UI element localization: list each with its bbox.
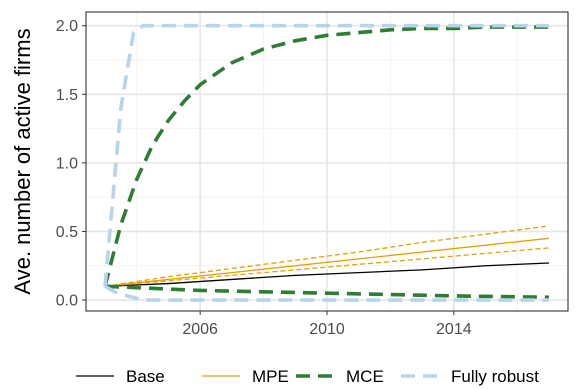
y-tick-label: 1.0 (56, 155, 78, 172)
y-tick-label: 0.0 (56, 293, 78, 310)
legend-label: Fully robust (451, 367, 539, 386)
legend-label: MCE (346, 367, 384, 386)
x-tick-label: 2014 (436, 321, 472, 338)
series-layer (103, 23, 550, 302)
y-tick-label: 1.5 (56, 87, 78, 104)
x-tick-label: 2006 (182, 321, 218, 338)
series-line (104, 237, 550, 287)
x-tick-label: 2010 (309, 321, 345, 338)
axis-tick-labels: 2006 2010 2014 0.0 0.5 1.0 1.5 2.0 (56, 18, 472, 338)
grid-major (86, 12, 568, 311)
y-tick-label: 0.5 (56, 224, 78, 241)
y-axis-title: Ave. number of active firms (10, 28, 35, 294)
y-tick-label: 2.0 (56, 18, 78, 35)
series-line (104, 225, 550, 287)
legend: Base MPE MCE Fully robust (76, 367, 539, 386)
series-line (104, 284, 549, 300)
legend-label: Base (126, 367, 165, 386)
axis-ticks (82, 25, 455, 315)
series-line (105, 262, 549, 287)
series-line (103, 25, 549, 287)
series-line (104, 284, 549, 302)
series-line (104, 247, 550, 287)
series-line (103, 23, 549, 287)
legend-label: MPE (252, 367, 289, 386)
